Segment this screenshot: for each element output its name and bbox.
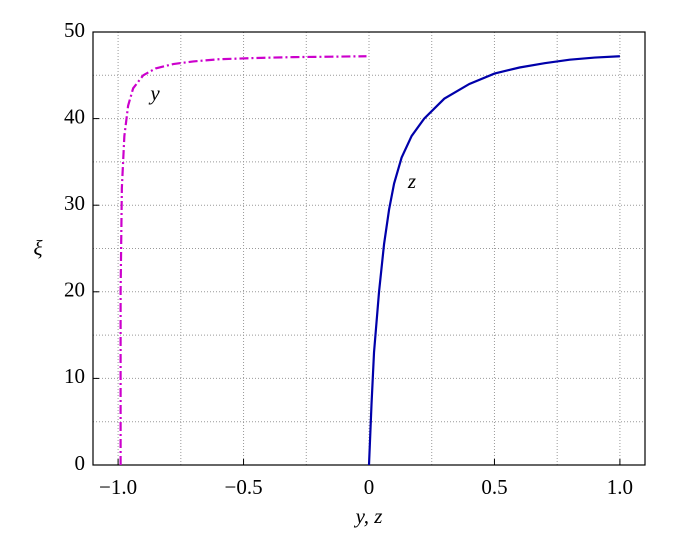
y-tick-label: 30	[64, 191, 85, 215]
x-tick-label: 0.5	[481, 475, 507, 499]
x-tick-label: 1.0	[607, 475, 633, 499]
line-series	[367, 55, 620, 466]
annotation: y	[148, 81, 160, 105]
annotation: z	[407, 169, 416, 193]
y-tick-label: 20	[64, 278, 85, 302]
x-tick-label: −1.0	[99, 475, 137, 499]
x-tick-label: 0	[364, 475, 375, 499]
y-axis-label: ξ	[34, 236, 43, 260]
y-tick-label: 0	[75, 451, 86, 475]
y-tick-label: 10	[64, 364, 85, 388]
y-tick-label: 40	[64, 104, 85, 128]
line-series	[119, 55, 367, 465]
x-tick-label: −0.5	[224, 475, 262, 499]
x-axis-label: y, z	[354, 504, 383, 528]
y-tick-label: 50	[64, 18, 85, 42]
